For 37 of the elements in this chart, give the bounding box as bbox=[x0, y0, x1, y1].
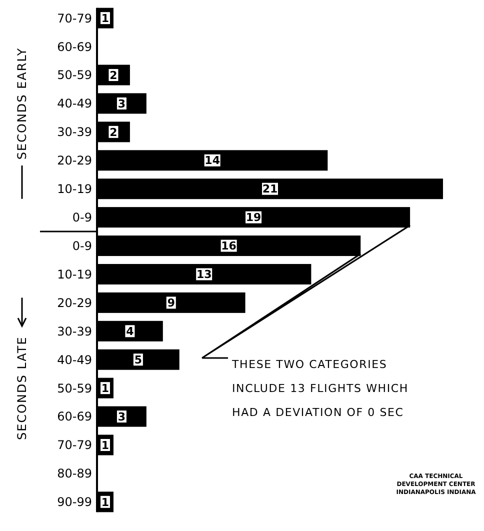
data-label: 9 bbox=[167, 296, 175, 310]
y-tick-label: 30-39 bbox=[57, 125, 92, 140]
y-tick-label: 0-9 bbox=[72, 210, 92, 225]
data-label: 5 bbox=[134, 353, 142, 366]
data-label: 2 bbox=[110, 126, 118, 139]
data-label: 21 bbox=[262, 182, 278, 196]
y-tick-label: 40-49 bbox=[57, 96, 92, 111]
text: SECONDS EARLY bbox=[15, 47, 30, 160]
data-label: 3 bbox=[118, 410, 126, 424]
y-tick-label: 0-9 bbox=[72, 238, 92, 253]
data-label: 14 bbox=[204, 154, 220, 168]
y-tick-label: 80-89 bbox=[57, 466, 92, 481]
y-tick-label: 10-19 bbox=[57, 267, 92, 282]
data-label: 16 bbox=[221, 240, 237, 253]
data-label: 1 bbox=[101, 438, 110, 452]
y-tick-label: 50-59 bbox=[57, 381, 92, 396]
y-tick-label: 70-79 bbox=[57, 438, 92, 452]
y-tick-label: 70-79 bbox=[57, 11, 92, 26]
y-tick-label: 20-29 bbox=[57, 154, 92, 168]
y-tick-label: 20-29 bbox=[57, 296, 92, 310]
data-label: 19 bbox=[246, 211, 262, 224]
text: SECONDS LATE bbox=[15, 336, 30, 440]
data-label: 13 bbox=[196, 268, 212, 282]
data-label: 4 bbox=[126, 325, 134, 338]
y-tick-label: 40-49 bbox=[57, 352, 92, 367]
annotation: THESE TWO CATEGORIES INCLUDE 13 FLIGHTS WHICH HAD A DEVIATION OF 0 SEC bbox=[231, 358, 408, 419]
y-tick-label: 10-19 bbox=[57, 182, 92, 196]
data-label: 1 bbox=[101, 496, 110, 509]
y-tick-label: 90-99 bbox=[57, 495, 92, 510]
y-tick-label: 60-69 bbox=[57, 410, 92, 424]
data-label: 1 bbox=[101, 12, 110, 25]
data-label: 2 bbox=[110, 68, 118, 82]
data-label: 3 bbox=[118, 97, 126, 110]
y-tick-label: 60-69 bbox=[57, 40, 92, 54]
data-label: 1 bbox=[101, 382, 110, 395]
y-tick-label: 30-39 bbox=[57, 324, 92, 338]
y-tick-label: 50-59 bbox=[57, 68, 92, 82]
